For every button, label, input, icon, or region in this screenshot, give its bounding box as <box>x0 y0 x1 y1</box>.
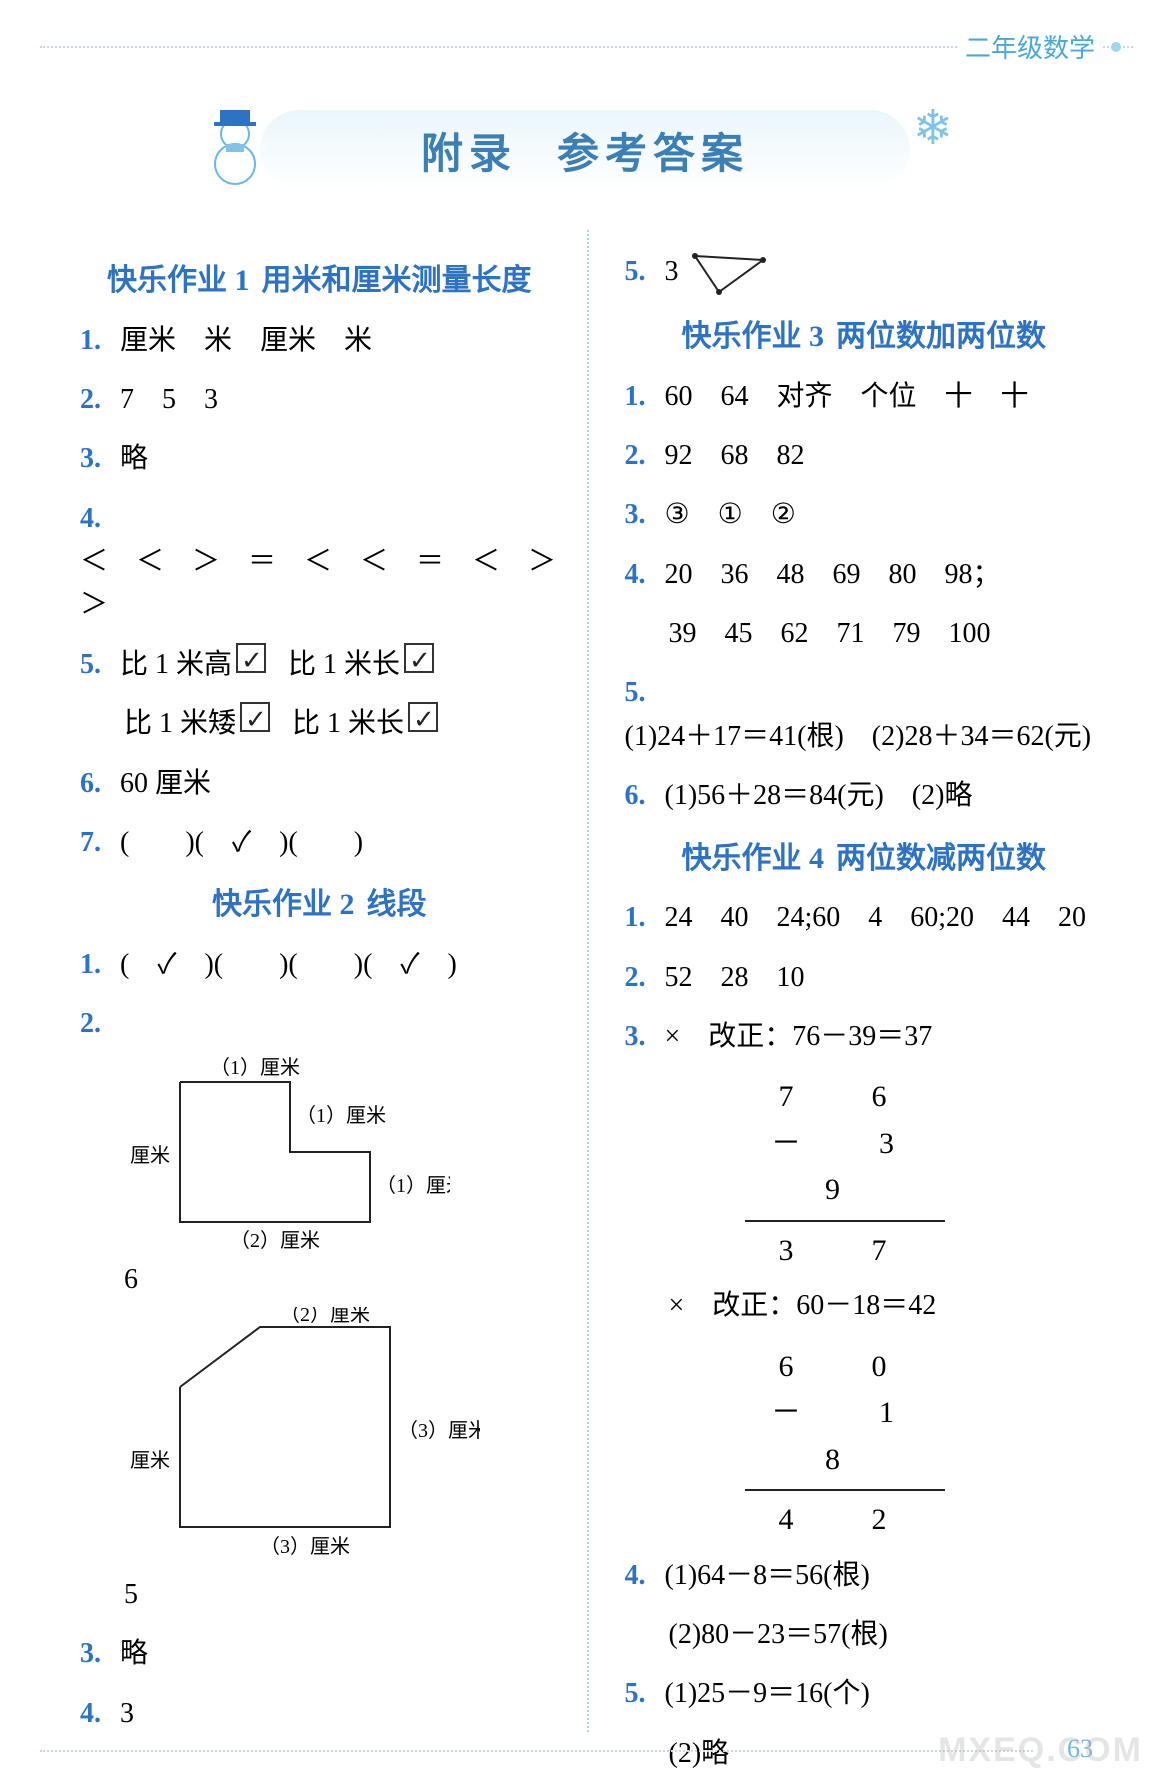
s2-q4: 4.3 <box>80 1692 559 1735</box>
calc-2: 6 0 － 1 8 4 2 <box>745 1344 945 1544</box>
section-4-title: 快乐作业 4两位数减两位数 <box>625 836 1104 883</box>
s3-q2: 2.92 68 82 <box>625 434 1104 477</box>
snowflake-icon: ❄ <box>913 100 953 156</box>
svg-text:（2）厘米: （2）厘米 <box>280 1307 370 1326</box>
calc-1: 7 6 － 3 9 3 7 <box>745 1074 945 1274</box>
figure-l-shape: （1）厘米 （1）厘米 （1）厘米 （2）厘米 （2）厘米 <box>120 1052 450 1252</box>
header-dot <box>1111 42 1121 52</box>
s3-q5: 5.(1)24＋17＝41(根) (2)28＋34＝62(元) <box>625 671 1104 758</box>
s4-q2: 2.52 28 10 <box>625 956 1104 999</box>
s1-q5-row1: 5. 比 1 米高 比 1 米长 <box>80 643 559 686</box>
figure-pentagon: （2）厘米 （3）厘米 （3）厘米 （2）厘米 <box>120 1307 480 1567</box>
fig1-total: 6 <box>80 1258 559 1301</box>
svg-text:（2）厘米: （2）厘米 <box>230 1229 320 1252</box>
s3-q4b: 39 45 62 71 79 100 <box>625 612 1104 655</box>
svg-text:（2）厘米: （2）厘米 <box>120 1449 170 1472</box>
right-column: 5. 3 快乐作业 3两位数加两位数 1.60 64 对齐 个位 十 十 2.9… <box>587 230 1124 1732</box>
checkbox-icon <box>404 643 434 673</box>
title-right: 参考答案 <box>557 120 749 181</box>
watermark: MXEQ.COM <box>938 1731 1143 1770</box>
s1-q6: 6.60 厘米 <box>80 762 559 805</box>
s3-q1: 1.60 64 对齐 个位 十 十 <box>625 375 1104 418</box>
svg-text:（1）厘米: （1）厘米 <box>376 1174 450 1197</box>
svg-text:（1）厘米: （1）厘米 <box>210 1056 300 1079</box>
s2-q5: 5. 3 <box>625 250 1104 296</box>
section-3-title: 快乐作业 3两位数加两位数 <box>625 314 1104 361</box>
s4-q4b: (2)80－23＝57(根) <box>625 1613 1104 1656</box>
content-columns: 快乐作业 1用米和厘米测量长度 1.厘米 米 厘米 米 2.7 5 3 3.略 … <box>50 230 1123 1732</box>
fig2-total: 5 <box>80 1573 559 1616</box>
s4-q4a: 4.(1)64－8＝56(根) <box>625 1554 1104 1597</box>
s2-q2: 2. （1）厘米 （1）厘米 （1）厘米 （2）厘米 （2）厘米 6 （2）厘米… <box>80 1002 559 1616</box>
page-title-band: 附录 参考答案 <box>260 110 910 190</box>
s3-q3: 3.③ ① ② <box>625 493 1104 536</box>
section-2-title: 快乐作业 2线段 <box>80 882 559 929</box>
s1-q7: 7.( )( ✓ )( ) <box>80 821 559 864</box>
checkbox-icon <box>408 702 438 732</box>
s1-q3: 3.略 <box>80 437 559 480</box>
s1-q4: 4.＜ ＜ ＞ ＝ ＜ ＜ ＝ ＜ ＞ ＞ <box>80 497 559 627</box>
section-1-title: 快乐作业 1用米和厘米测量长度 <box>80 258 559 305</box>
s1-q5-row2: 比 1 米矮 比 1 米长 <box>80 702 559 745</box>
svg-text:（3）厘米: （3）厘米 <box>260 1535 350 1558</box>
checkbox-icon <box>240 702 270 732</box>
s3-q6: 6.(1)56＋28＝84(元) (2)略 <box>625 774 1104 817</box>
s2-q3: 3.略 <box>80 1632 559 1675</box>
s1-q2: 2.7 5 3 <box>80 378 559 421</box>
left-column: 快乐作业 1用米和厘米测量长度 1.厘米 米 厘米 米 2.7 5 3 3.略 … <box>50 230 587 1732</box>
s4-q5a: 5.(1)25－9＝16(个) <box>625 1672 1104 1715</box>
s4-q1: 1.24 40 24;60 4 60;20 44 20 <box>625 896 1104 939</box>
s1-q1: 1.厘米 米 厘米 米 <box>80 319 559 362</box>
title-left: 附录 <box>421 120 517 181</box>
s4-q3b: × 改正：60－18＝42 <box>625 1284 1104 1327</box>
svg-text:（2）厘米: （2）厘米 <box>120 1144 170 1167</box>
checkbox-icon <box>236 643 266 673</box>
s2-q1: 1.( ✓ )( )( )( ✓ ) <box>80 943 559 986</box>
triangle-icon <box>689 250 769 296</box>
s3-q4a: 4.20 36 48 69 80 98； <box>625 553 1104 596</box>
footer-dotted-line <box>40 1750 1033 1752</box>
svg-text:（3）厘米: （3）厘米 <box>398 1419 480 1442</box>
svg-text:（1）厘米: （1）厘米 <box>296 1104 386 1127</box>
s4-q3a: 3.× 改正：76－39＝37 <box>625 1015 1104 1058</box>
header-subject: 二年级数学 <box>957 28 1103 65</box>
